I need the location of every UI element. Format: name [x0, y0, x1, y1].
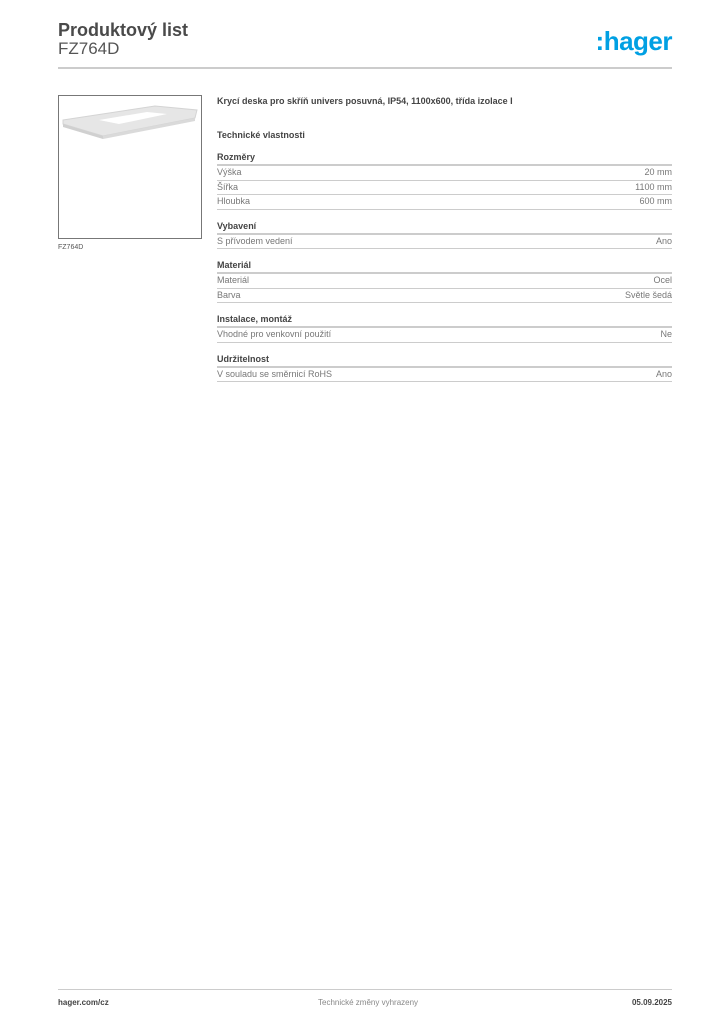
spec-value: 20 mm — [644, 167, 672, 177]
spec-label: V souladu se směrnicí RoHS — [217, 368, 333, 379]
spec-row: V souladu se směrnicí RoHS Ano — [217, 368, 672, 382]
spec-section: Rozměry Výška 20 mm Šířka 1100 mm Hloubka 600 … — [217, 151, 672, 210]
spec-value: Světle šedá — [624, 289, 672, 300]
spec-row: Výška 20 mm — [217, 166, 672, 181]
spec-section: Vybavení S přívodem vedení Ano — [217, 220, 672, 249]
tech-heading: Technické vlastnosti — [217, 130, 305, 140]
spec-row: S přívodem vedení Ano — [217, 235, 672, 249]
footer-note: Technické změny vyhrazeny — [318, 998, 419, 1007]
product-description: Krycí deska pro skříň univers posuvná, I… — [217, 96, 513, 106]
spec-label: Šířka — [217, 181, 239, 192]
spec-value: Ne — [660, 329, 672, 339]
spec-label: Barva — [217, 289, 241, 300]
spec-label: Výška — [217, 167, 242, 177]
section-heading: Rozměry — [217, 151, 672, 166]
image-caption: FZ764D — [58, 244, 84, 251]
product-code: FZ764D — [58, 39, 120, 58]
spec-value: Ano — [655, 235, 672, 246]
spec-value: 600 mm — [639, 196, 672, 206]
spec-label: Materiál — [217, 275, 250, 285]
header-divider — [58, 67, 672, 69]
spec-label: S přívodem vedení — [217, 235, 293, 246]
section-heading: Udržitelnost — [217, 353, 672, 368]
cover-plate-image — [62, 105, 198, 139]
spec-value: Ocel — [653, 275, 672, 285]
spec-sections: Rozměry Výška 20 mm Šířka 1100 mm Hloubka 600 … — [217, 151, 672, 382]
spec-label: Vhodné pro venkovní použití — [217, 329, 332, 339]
section-heading: Vybavení — [217, 220, 672, 235]
spec-value: Ano — [655, 368, 672, 379]
page-title: Produktový list — [58, 20, 189, 40]
footer-divider — [58, 989, 672, 990]
hager-logo: :hager — [595, 26, 673, 56]
spec-row: Vhodné pro venkovní použití Ne — [217, 328, 672, 343]
footer-date: 05.09.2025 — [631, 998, 672, 1007]
spec-row: Šířka 1100 mm — [217, 181, 672, 195]
footer-website[interactable]: hager.com/cz — [58, 998, 109, 1007]
spec-row: Materiál Ocel — [217, 274, 672, 289]
spec-row: Barva Světle šedá — [217, 289, 672, 303]
section-heading: Instalace, montáž — [217, 313, 672, 328]
spec-section: Udržitelnost V souladu se směrnicí RoHS An… — [217, 353, 672, 382]
spec-section: Materiál Materiál Ocel Barva Světle šedá — [217, 259, 672, 303]
spec-row: Hloubka 600 mm — [217, 195, 672, 210]
spec-section: Instalace, montáž Vhodné pro venkovní pou… — [217, 313, 672, 343]
spec-value: 1100 mm — [635, 181, 672, 192]
spec-column: Krycí deska pro skříň univers posuvná, I… — [217, 96, 672, 392]
spec-label: Hloubka — [217, 196, 251, 206]
section-heading: Materiál — [217, 259, 672, 274]
product-image — [58, 95, 202, 239]
